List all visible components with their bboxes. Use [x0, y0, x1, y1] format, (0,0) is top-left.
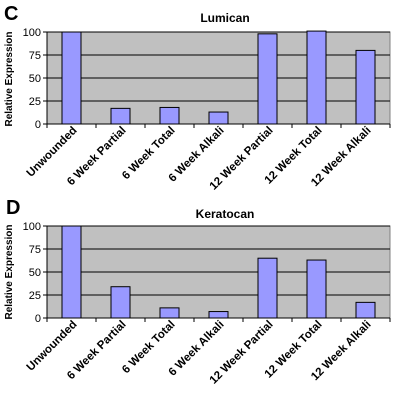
bar-d-3 [208, 311, 229, 319]
bar-d-1 [110, 286, 131, 319]
y-tick-label: 75 [29, 244, 41, 256]
y-tick-label: 0 [35, 119, 41, 131]
bar-d-5 [306, 259, 327, 319]
panel-letter-d: D [6, 197, 20, 219]
y-axis-label-c: Relative Expression [4, 31, 15, 126]
y-tick-label: 50 [29, 267, 41, 279]
y-tick-label: 0 [35, 313, 41, 325]
chart-title-d: Keratocan [196, 207, 255, 221]
bar-c-5 [306, 30, 327, 125]
category-label-d-0: Unwounded [25, 319, 80, 374]
bar-d-4 [257, 257, 278, 319]
bar-c-2 [159, 106, 180, 125]
panel-c: C Lumican Relative Expression 0 25 50 75 100… [4, 3, 391, 193]
category-label-c-0: Unwounded [25, 125, 80, 180]
y-tick-label: 25 [29, 96, 41, 108]
bar-c-1 [110, 107, 131, 125]
bar-c-6 [355, 49, 376, 125]
y-axis-label-d: Relative Expression [4, 224, 15, 319]
chart-title-c: Lumican [200, 11, 249, 25]
bar-c-0 [61, 31, 82, 125]
y-tick-label: 25 [29, 290, 41, 302]
y-tick-label: 50 [29, 73, 41, 85]
bar-c-3 [208, 111, 229, 125]
y-tick-label: 75 [29, 50, 41, 62]
bar-d-6 [355, 301, 376, 319]
y-tick-label: 100 [23, 27, 41, 39]
bar-d-0 [61, 225, 82, 319]
panel-letter-c: C [4, 3, 18, 25]
y-tick-label: 100 [23, 221, 41, 233]
bar-d-2 [159, 307, 180, 319]
panel-d: D Keratocan Relative Expression 0 25 50 75 1… [4, 197, 391, 387]
bar-c-4 [257, 33, 278, 125]
